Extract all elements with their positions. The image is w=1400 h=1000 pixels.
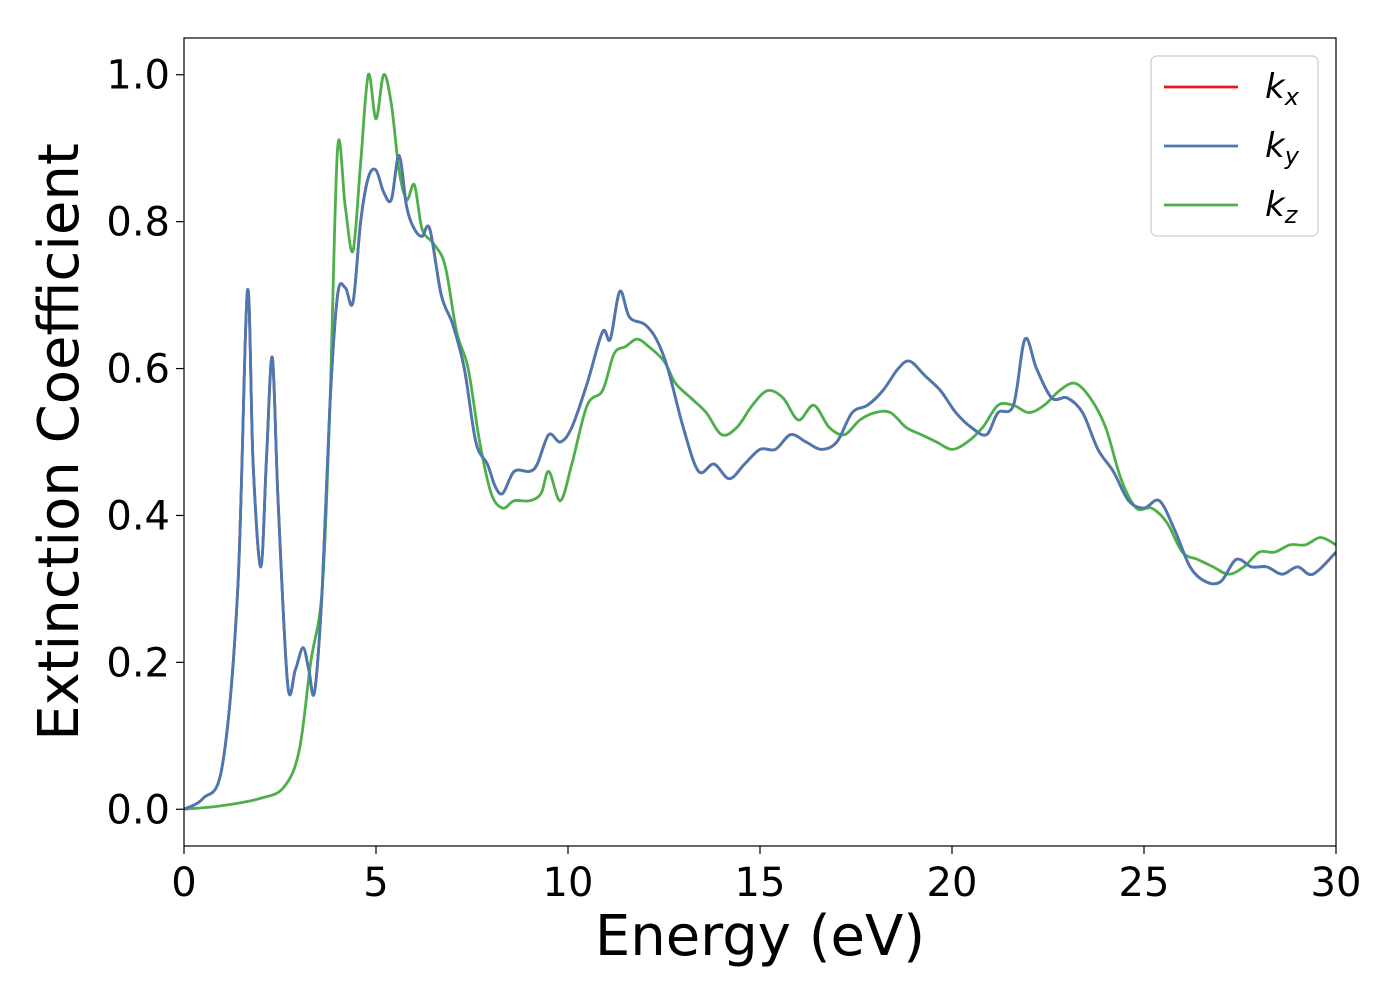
x-tick-label: 15 — [735, 860, 786, 906]
legend-label-kz: kz — [1265, 185, 1299, 229]
x-tick-label: 10 — [543, 860, 594, 906]
y-tick-label: 1.0 — [106, 53, 170, 99]
x-tick-label: 20 — [927, 860, 978, 906]
x-tick-label: 25 — [1119, 860, 1170, 906]
y-tick-label: 0.4 — [106, 493, 170, 539]
series-line-ky — [183, 154, 1337, 811]
legend: kx ky kz — [1150, 55, 1319, 237]
x-tick-label: 0 — [171, 860, 196, 906]
y-axis-ticks: 0.0 0.2 0.4 0.6 0.8 1.0 — [106, 53, 184, 833]
x-tick-label: 30 — [1311, 860, 1362, 906]
legend-label-ky: ky — [1265, 126, 1300, 170]
x-axis-label: Energy (eV) — [595, 904, 925, 969]
y-tick-label: 0.8 — [106, 200, 170, 246]
series-line-kz — [183, 73, 1337, 811]
series-layer — [183, 73, 1337, 811]
y-axis-label: Extinction Coefficient — [27, 143, 92, 741]
x-axis-ticks: 0 5 10 15 20 25 30 — [171, 846, 1361, 906]
legend-label-kx: kx — [1265, 67, 1300, 111]
y-tick-label: 0.0 — [106, 787, 170, 833]
y-tick-label: 0.2 — [106, 640, 170, 686]
y-tick-label: 0.6 — [106, 347, 170, 393]
x-tick-label: 5 — [363, 860, 388, 906]
